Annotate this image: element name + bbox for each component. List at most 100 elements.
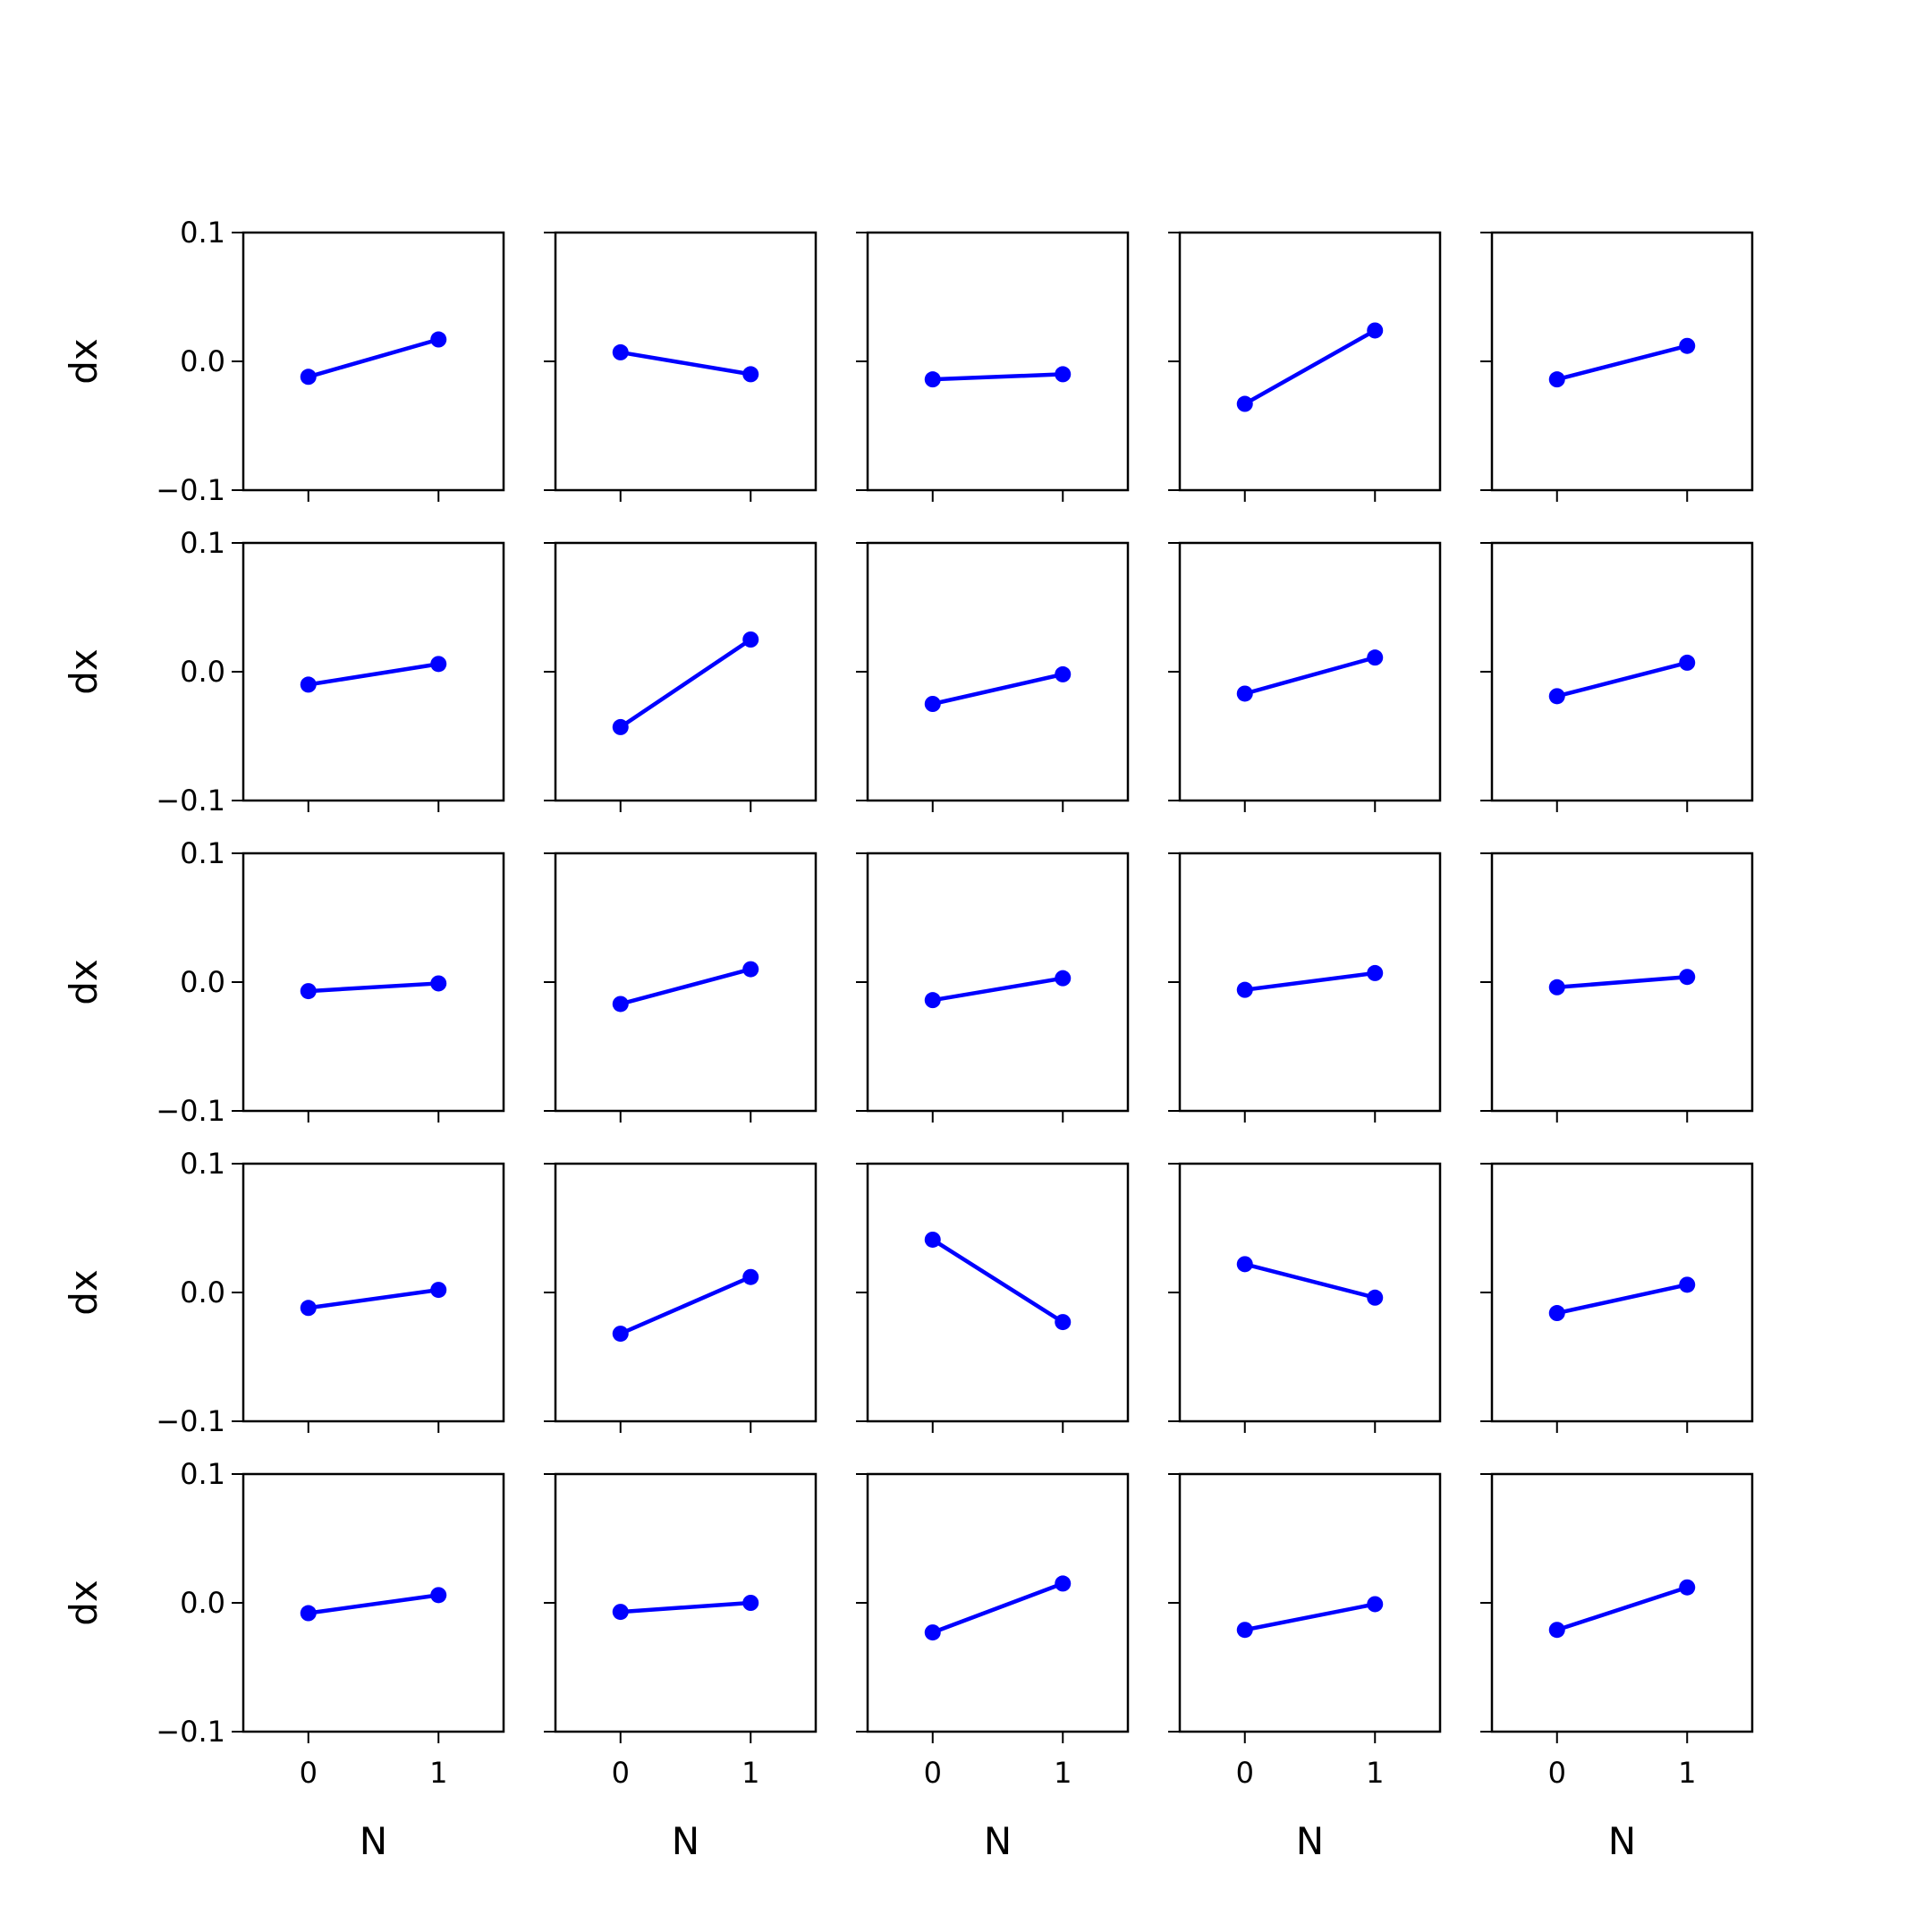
- series-line: [1244, 655, 1376, 696]
- subplot-r4-c5: [1480, 1162, 1754, 1433]
- data-point: [430, 1282, 447, 1299]
- series-line: [1243, 328, 1377, 406]
- axes-frame: [866, 231, 1130, 492]
- series-line: [1244, 1602, 1376, 1632]
- x-tick-label: 1: [429, 1756, 447, 1790]
- data-point: [1055, 970, 1072, 987]
- data-point: [1679, 969, 1696, 986]
- y-tick-label: 0.1: [180, 526, 225, 560]
- data-point: [924, 992, 941, 1009]
- subplot-r3-c1: −0.1 0.0 0.1 dx: [62, 836, 505, 1128]
- y-tick-label: 0.0: [180, 1586, 225, 1620]
- y-tick-label: −0.1: [156, 1094, 225, 1128]
- data-point: [430, 1587, 447, 1604]
- data-point: [1055, 366, 1072, 383]
- axes-frame: [242, 1162, 505, 1423]
- series-line: [308, 1593, 439, 1615]
- series-line: [1556, 343, 1688, 382]
- series-line: [1244, 970, 1376, 992]
- data-point: [1236, 981, 1253, 998]
- data-point: [300, 1300, 317, 1317]
- subplot-r3-c5: [1480, 852, 1754, 1123]
- data-point: [300, 676, 317, 693]
- y-tick-label: −0.1: [156, 784, 225, 818]
- subplot-r5-c1: −0.1 0.0 0.1 0 1 dx N: [62, 1457, 505, 1863]
- x-tick-label: 0: [1236, 1756, 1254, 1790]
- series-line: [1556, 974, 1688, 990]
- series-line: [620, 1600, 751, 1614]
- data-point: [742, 631, 759, 648]
- data-point: [430, 975, 447, 992]
- subplot-r5-c5: 0 1 N: [1480, 1472, 1754, 1863]
- data-point: [924, 1624, 941, 1641]
- subplot-r1-c3: [856, 231, 1130, 502]
- series-line: [620, 967, 751, 1006]
- subplot-r1-c1: −0.1 0.0 0.1 dx: [62, 216, 505, 507]
- subplot-r5-c3: 0 1 N: [856, 1472, 1130, 1863]
- axes-frame: [866, 541, 1130, 802]
- data-point: [1367, 649, 1384, 666]
- x-tick-label: 0: [300, 1756, 318, 1790]
- series-line: [931, 1581, 1064, 1635]
- data-point: [612, 996, 629, 1013]
- series-line: [619, 638, 752, 729]
- data-point: [1367, 964, 1384, 981]
- subplot-r1-c5: [1480, 231, 1754, 502]
- series-line: [932, 672, 1063, 707]
- y-tick-label: 0.0: [180, 655, 225, 689]
- data-point: [1548, 1622, 1565, 1639]
- data-point: [924, 371, 941, 388]
- axes-frame: [1490, 1162, 1754, 1423]
- data-point: [300, 369, 317, 386]
- axes-frame: [866, 852, 1130, 1113]
- data-point: [1236, 1256, 1253, 1273]
- data-point: [1548, 688, 1565, 705]
- data-point: [1236, 685, 1253, 702]
- axes-frame: [1490, 231, 1754, 492]
- subplot-r3-c4: [1168, 852, 1442, 1123]
- axes-frame: [1178, 1162, 1442, 1423]
- series-line: [931, 1238, 1064, 1325]
- x-tick-label: 1: [741, 1756, 759, 1790]
- x-axis-label: N: [1296, 1819, 1324, 1863]
- data-point: [1236, 1622, 1253, 1639]
- x-tick-label: 1: [1366, 1756, 1384, 1790]
- data-point: [1055, 1575, 1072, 1592]
- axes-frame: [554, 231, 818, 492]
- data-point: [1236, 395, 1253, 412]
- data-point: [1548, 979, 1565, 996]
- data-point: [1679, 337, 1696, 354]
- data-point: [612, 1326, 629, 1343]
- x-axis-label: N: [984, 1819, 1012, 1863]
- y-tick-label: 0.0: [180, 344, 225, 378]
- data-point: [430, 656, 447, 673]
- y-tick-label: 0.1: [180, 216, 225, 250]
- data-point: [1679, 654, 1696, 671]
- data-point: [1548, 371, 1565, 388]
- data-point: [1055, 665, 1072, 682]
- data-point: [742, 1268, 759, 1285]
- x-tick-label: 0: [1548, 1756, 1566, 1790]
- series-line: [308, 1287, 439, 1310]
- data-point: [924, 696, 941, 712]
- data-point: [1367, 322, 1384, 339]
- y-tick-label: 0.1: [180, 836, 225, 870]
- data-point: [924, 1231, 941, 1248]
- subplot-r4-c3: [856, 1162, 1130, 1433]
- series-line: [1556, 1585, 1688, 1632]
- y-tick-label: −0.1: [156, 1715, 225, 1749]
- y-tick-label: −0.1: [156, 1404, 225, 1438]
- subplot-r2-c1: −0.1 0.0 0.1 dx: [62, 526, 505, 818]
- data-point: [742, 366, 759, 383]
- axes-frame: [554, 852, 818, 1113]
- subplot-r4-c4: [1168, 1162, 1442, 1433]
- data-point: [1679, 1579, 1696, 1596]
- axes-frame: [1178, 541, 1442, 802]
- series-line: [1556, 660, 1688, 699]
- series-line: [1556, 1283, 1688, 1316]
- axes-frame: [1178, 852, 1442, 1113]
- series-line: [619, 1275, 752, 1336]
- data-point: [612, 343, 629, 360]
- y-tick-label: 0.0: [180, 965, 225, 999]
